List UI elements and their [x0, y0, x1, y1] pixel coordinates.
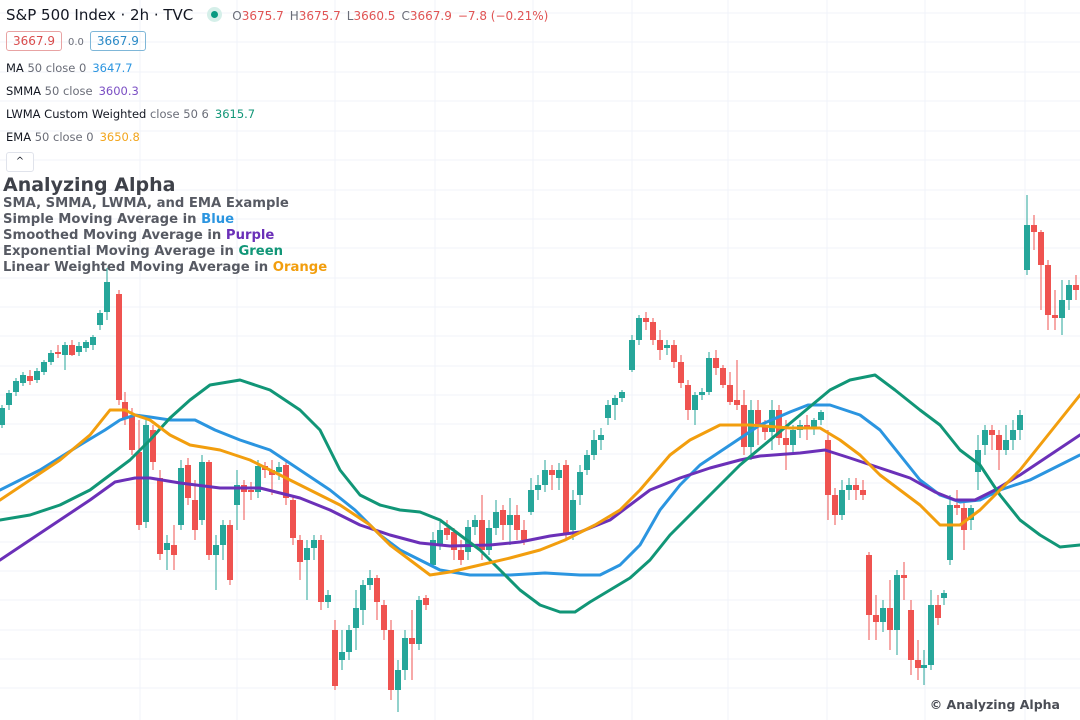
chart-annotation-text: Analyzing Alpha SMA, SMMA, LWMA, and EMA…: [3, 174, 327, 276]
indicator-legend-ema[interactable]: EMA 50 close 0 3650.8: [6, 130, 140, 144]
buy-price-button[interactable]: 3667.9: [89, 31, 146, 51]
annotation-line-sma: Simple Moving Average in Blue: [3, 212, 235, 227]
symbol-header-row: S&P 500 Index · 2h · TVC O3675.7 H3675.7 L3…: [6, 6, 548, 24]
ema-value: 3650.8: [99, 130, 140, 144]
change-value: −7.8 (−0.21%): [457, 9, 549, 23]
annotation-line-ema: Exponential Moving Average in Green: [3, 244, 284, 259]
ma-value: 3647.7: [92, 61, 133, 75]
annotation-line-smma: Smoothed Moving Average in Purple: [3, 228, 275, 243]
close-value: 3667.9: [409, 9, 452, 23]
smma-value: 3600.3: [98, 84, 139, 98]
lwma-value: 3615.7: [214, 107, 256, 121]
open-value: 3675.7: [241, 9, 284, 23]
symbol-title[interactable]: S&P 500 Index · 2h · TVC: [6, 6, 194, 24]
copyright-watermark: © Analyzing Alpha: [929, 697, 1060, 712]
collapse-legend-button[interactable]: ^: [6, 152, 34, 172]
annotation-title: Analyzing Alpha: [3, 174, 176, 196]
high-value: 3675.7: [298, 9, 341, 23]
chevron-up-icon: ^: [15, 156, 25, 167]
indicator-legend-ma[interactable]: MA 50 close 0 3647.7: [6, 61, 133, 75]
indicator-legend-lwma[interactable]: LWMA Custom Weighted close 50 6 3615.7: [6, 107, 256, 121]
moving-average-lines: [0, 373, 1080, 614]
bid-ask-row: 3667.9 0.0 3667.9: [6, 31, 146, 51]
annotation-subtitle: SMA, SMMA, LWMA, and EMA Example: [3, 196, 289, 211]
ohlc-values: O3675.7 H3675.7 L3660.5 C3667.9 −7.8 (−0.21%…: [232, 9, 549, 23]
indicator-legend-smma[interactable]: SMMA 50 close 3600.3: [6, 84, 139, 98]
low-value: 3660.5: [353, 9, 396, 23]
spread-value: 0.0: [68, 37, 84, 48]
sell-price-button[interactable]: 3667.9: [6, 31, 62, 51]
annotation-line-lwma: Linear Weighted Moving Average in Orange: [3, 260, 328, 275]
market-status-dot-icon: [211, 11, 219, 18]
